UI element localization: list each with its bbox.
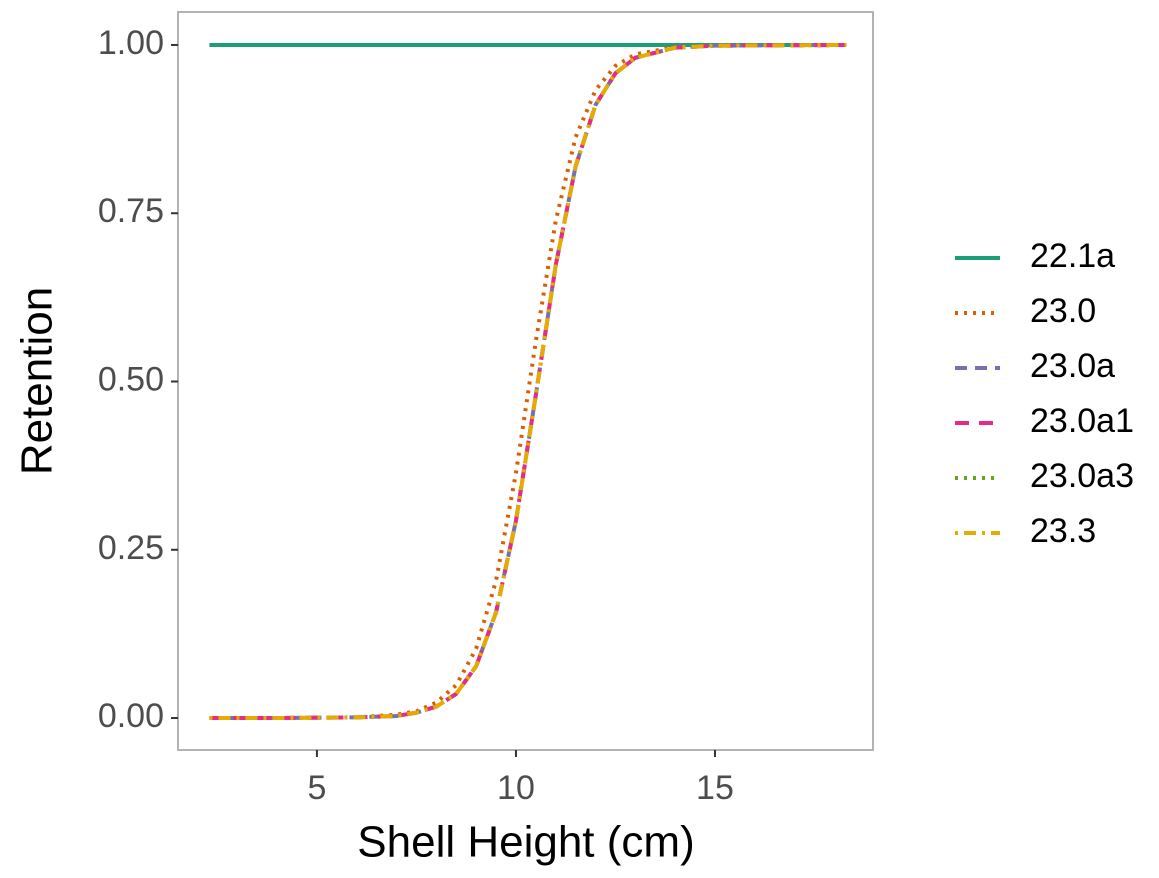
x-axis-title: Shell Height (cm) [357, 818, 694, 867]
series-line [209, 42, 847, 721]
legend-label: 23.0a1 [1030, 402, 1134, 440]
panel-border [177, 11, 874, 751]
legend-label: 23.3 [1030, 512, 1096, 550]
y-tick-label: 0.25 [98, 529, 164, 567]
legend-label: 23.0a3 [1030, 457, 1134, 495]
y-tick-label: 0.75 [98, 192, 164, 230]
series-line [209, 42, 847, 721]
legend-label: 23.0a [1030, 347, 1115, 385]
y-tick-label: 0.50 [98, 360, 164, 398]
legend-label: 22.1a [1030, 237, 1115, 275]
x-tick-label: 15 [696, 769, 734, 807]
x-tick-label: 10 [497, 769, 535, 807]
y-tick-label: 1.00 [98, 24, 164, 62]
y-tick-label: 0.00 [98, 697, 164, 735]
y-axis-title: Retention [13, 287, 62, 475]
x-tick-label: 5 [307, 769, 326, 807]
legend-label: 23.0 [1030, 292, 1096, 330]
